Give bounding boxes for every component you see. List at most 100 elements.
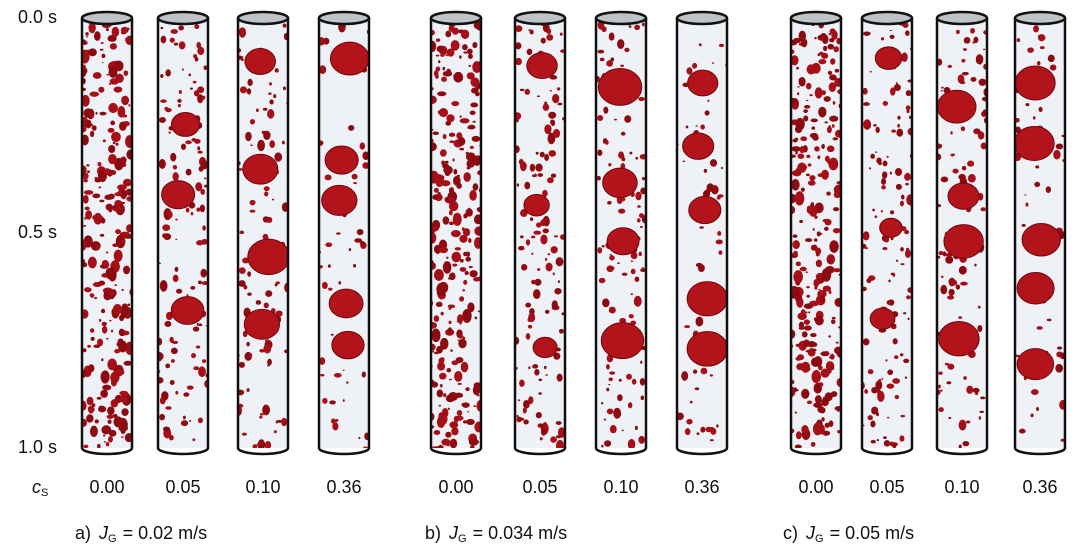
bubble xyxy=(121,27,129,34)
symbol: c xyxy=(32,477,41,497)
bubble xyxy=(895,168,902,176)
large-bubble xyxy=(1015,66,1055,100)
bubble xyxy=(699,226,704,228)
bubble xyxy=(459,296,464,301)
bubble xyxy=(443,134,447,139)
bubble xyxy=(809,175,815,181)
bubble xyxy=(434,315,440,322)
bubble xyxy=(436,38,440,42)
bubble xyxy=(685,428,691,435)
bubble xyxy=(466,419,475,425)
bubble xyxy=(705,110,710,115)
bubble xyxy=(433,132,439,136)
bubble xyxy=(900,353,904,356)
concentration: 0.05 xyxy=(869,477,904,497)
bubble xyxy=(431,328,440,342)
bubble xyxy=(903,312,906,314)
bubble xyxy=(165,363,170,368)
bubble xyxy=(200,269,206,278)
bubble xyxy=(642,23,645,27)
bubble xyxy=(276,420,278,423)
bubble xyxy=(617,262,620,264)
bubble xyxy=(896,129,903,137)
bubble xyxy=(164,321,171,327)
bubble xyxy=(343,370,345,371)
bubble xyxy=(881,210,883,212)
bubble xyxy=(800,267,807,271)
bubble xyxy=(833,101,836,105)
bubble xyxy=(888,279,890,282)
bubble xyxy=(945,256,953,264)
bubble xyxy=(797,354,804,360)
bubble xyxy=(101,42,104,44)
bubble xyxy=(128,104,130,106)
bubble xyxy=(961,126,965,131)
bubble xyxy=(545,310,550,314)
bubble xyxy=(891,130,896,133)
bubble xyxy=(831,319,835,324)
bubble xyxy=(183,392,189,396)
bubble xyxy=(260,413,264,415)
bubble xyxy=(329,400,336,404)
bubble xyxy=(474,422,484,433)
bubble xyxy=(545,258,547,261)
bubble xyxy=(602,298,610,307)
bubble xyxy=(801,309,806,316)
bubble xyxy=(551,174,556,178)
bubble xyxy=(84,217,86,220)
bubble xyxy=(884,440,890,446)
bubble xyxy=(1024,194,1026,195)
bubble xyxy=(899,435,904,441)
bubble xyxy=(95,112,97,115)
bubble xyxy=(946,381,951,384)
bubble xyxy=(966,421,970,424)
bubble xyxy=(546,263,553,272)
bubble xyxy=(450,439,458,449)
bubble xyxy=(639,252,642,257)
bubble xyxy=(557,103,562,106)
bubble xyxy=(93,344,100,347)
bubble xyxy=(120,240,124,244)
bubble xyxy=(554,235,558,237)
bubble xyxy=(120,157,126,164)
bubble xyxy=(457,320,459,322)
bubble xyxy=(1027,47,1034,53)
bubble xyxy=(123,266,130,275)
bubble xyxy=(472,136,477,141)
bubble xyxy=(629,25,632,28)
bubble xyxy=(437,46,445,53)
bubble xyxy=(240,86,247,93)
bubble xyxy=(194,24,199,29)
bubble xyxy=(525,303,531,308)
bubble xyxy=(973,388,980,393)
bubble xyxy=(263,108,268,111)
bubble xyxy=(716,424,718,427)
bubble xyxy=(432,446,435,448)
bubble xyxy=(886,156,888,158)
bubble xyxy=(597,247,602,253)
bubble xyxy=(799,77,806,87)
bubble xyxy=(88,257,97,269)
bubble xyxy=(979,411,983,413)
bubble xyxy=(557,87,560,90)
cylinder-body xyxy=(158,18,208,448)
bubble xyxy=(710,439,714,441)
bubble xyxy=(263,131,270,140)
bubble xyxy=(557,374,563,382)
bubble xyxy=(117,184,127,190)
bubble xyxy=(712,62,714,63)
bubble xyxy=(892,378,900,384)
bubble xyxy=(624,48,629,52)
bubble xyxy=(108,154,117,164)
bubble xyxy=(905,377,907,379)
bubble xyxy=(93,72,102,79)
bubble xyxy=(470,146,474,149)
bubble xyxy=(883,101,888,106)
prefix: a) xyxy=(75,523,91,543)
bubble xyxy=(534,369,539,376)
bubble xyxy=(176,289,182,294)
bubble xyxy=(242,433,247,436)
bubble xyxy=(274,152,282,161)
bubble xyxy=(428,322,437,329)
bubble xyxy=(618,151,624,158)
